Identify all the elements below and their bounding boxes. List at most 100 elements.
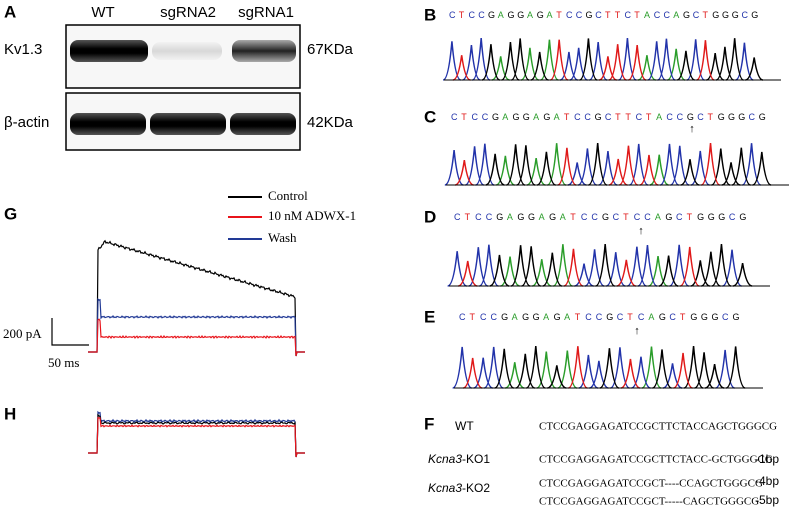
base-letter: C bbox=[693, 10, 700, 20]
base-letter: G bbox=[708, 212, 715, 222]
base-letter: G bbox=[523, 112, 530, 122]
chromatogram-trace bbox=[505, 346, 662, 389]
base-letter: C bbox=[478, 10, 485, 20]
base-letter: G bbox=[517, 10, 524, 20]
base-letter: G bbox=[712, 10, 719, 20]
base-letter: C bbox=[454, 212, 461, 222]
base-letter: G bbox=[533, 312, 540, 322]
base-letter: C bbox=[625, 10, 632, 20]
base-letter: G bbox=[517, 212, 524, 222]
legend-label: 10 nM ADWX-1 bbox=[268, 208, 356, 223]
base-letter: G bbox=[722, 10, 729, 20]
base-letter: C bbox=[676, 212, 683, 222]
base-letter: C bbox=[472, 112, 479, 122]
size-label: 42KDa bbox=[307, 114, 354, 131]
base-letter: T bbox=[575, 312, 581, 322]
base-letter: C bbox=[585, 312, 592, 322]
base-letter: G bbox=[728, 112, 735, 122]
base-letter: A bbox=[554, 112, 560, 122]
chromatogram-trace bbox=[452, 346, 735, 389]
base-letter: G bbox=[537, 10, 544, 20]
chromatogram-trace bbox=[485, 143, 772, 186]
deletion: -4bp bbox=[755, 474, 779, 488]
size-label: 67KDa bbox=[307, 41, 354, 58]
base-letter: G bbox=[718, 212, 725, 222]
sequence: CTCCGAGGAGATCCGCTTCTACC-GCTGGGCG bbox=[539, 454, 773, 466]
base-letter: C bbox=[566, 10, 573, 20]
base-letter: G bbox=[543, 112, 550, 122]
base-letter: C bbox=[697, 112, 704, 122]
scale-label: 200 pA bbox=[3, 326, 42, 341]
chromatogram-trace bbox=[442, 37, 754, 81]
chromatogram-trace bbox=[444, 143, 762, 186]
protein-label: Kv1.3 bbox=[4, 41, 42, 58]
base-letter: C bbox=[638, 312, 645, 322]
base-letter: G bbox=[488, 10, 495, 20]
base-letter: C bbox=[491, 312, 498, 322]
band bbox=[230, 113, 296, 135]
base-letter: G bbox=[501, 312, 508, 322]
base-letter: G bbox=[606, 312, 613, 322]
base-letter: C bbox=[482, 112, 489, 122]
base-letter: C bbox=[596, 312, 603, 322]
base-letter: G bbox=[687, 112, 694, 122]
chromatogram-trace bbox=[462, 346, 693, 389]
chromatogram-trace bbox=[495, 143, 669, 186]
base-letter: C bbox=[486, 212, 493, 222]
base-letter: C bbox=[613, 212, 620, 222]
base-letter: T bbox=[625, 112, 631, 122]
gene: Kcna3 bbox=[428, 452, 462, 466]
chromatogram-trace bbox=[458, 246, 700, 287]
row-name: Kcna3-KO2 bbox=[428, 481, 490, 495]
chromatogram-trace bbox=[491, 39, 686, 81]
band bbox=[150, 113, 226, 135]
base-letter: C bbox=[459, 312, 466, 322]
base-letter: A bbox=[564, 312, 570, 322]
base-letter: A bbox=[498, 10, 504, 20]
chromatogram-trace bbox=[447, 244, 742, 287]
base-letter: C bbox=[669, 312, 676, 322]
current-trace bbox=[88, 416, 305, 458]
base-letter: T bbox=[615, 10, 621, 20]
base-letter: C bbox=[666, 112, 673, 122]
row-name: Kcna3-KO1 bbox=[428, 452, 490, 466]
base-letter: A bbox=[655, 212, 661, 222]
base-letter: T bbox=[564, 112, 570, 122]
base-letter: G bbox=[683, 10, 690, 20]
lane-label: WT bbox=[91, 4, 114, 21]
base-letter: G bbox=[732, 10, 739, 20]
base-letter: A bbox=[507, 212, 513, 222]
base-letter: G bbox=[522, 312, 529, 322]
base-letter: C bbox=[636, 112, 643, 122]
panel-label: H bbox=[4, 404, 16, 423]
base-letter: T bbox=[627, 312, 633, 322]
base-letter: C bbox=[595, 10, 602, 20]
row-name: WT bbox=[455, 419, 474, 433]
suffix: -KO1 bbox=[462, 452, 490, 466]
base-letter: C bbox=[729, 212, 736, 222]
scale-bar bbox=[51, 318, 89, 346]
base-letter: T bbox=[634, 10, 640, 20]
chromatogram-trace bbox=[481, 38, 764, 81]
suffix: -KO2 bbox=[462, 481, 490, 495]
base-letter: G bbox=[690, 312, 697, 322]
base-letter: T bbox=[687, 212, 693, 222]
base-letter: C bbox=[748, 112, 755, 122]
base-letter: G bbox=[718, 112, 725, 122]
base-letter: T bbox=[703, 10, 709, 20]
base-letter: C bbox=[469, 10, 476, 20]
base-letter: A bbox=[560, 212, 566, 222]
base-letter: A bbox=[644, 10, 650, 20]
base-letter: G bbox=[697, 212, 704, 222]
base-letter: T bbox=[461, 112, 467, 122]
base-letter: T bbox=[707, 112, 713, 122]
deletion: -5bp bbox=[755, 493, 779, 507]
legend-label: Control bbox=[268, 188, 308, 203]
base-letter: G bbox=[513, 112, 520, 122]
base-letter: C bbox=[574, 112, 581, 122]
base-letter: C bbox=[677, 112, 684, 122]
base-letter: A bbox=[512, 312, 518, 322]
lane-label: sgRNA1 bbox=[238, 4, 294, 21]
base-letter: C bbox=[449, 10, 456, 20]
